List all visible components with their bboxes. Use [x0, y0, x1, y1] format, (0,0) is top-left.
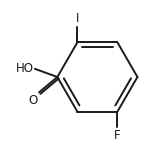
Text: I: I [76, 12, 79, 25]
Text: O: O [28, 94, 37, 107]
Text: F: F [114, 129, 121, 142]
Text: HO: HO [16, 62, 34, 75]
